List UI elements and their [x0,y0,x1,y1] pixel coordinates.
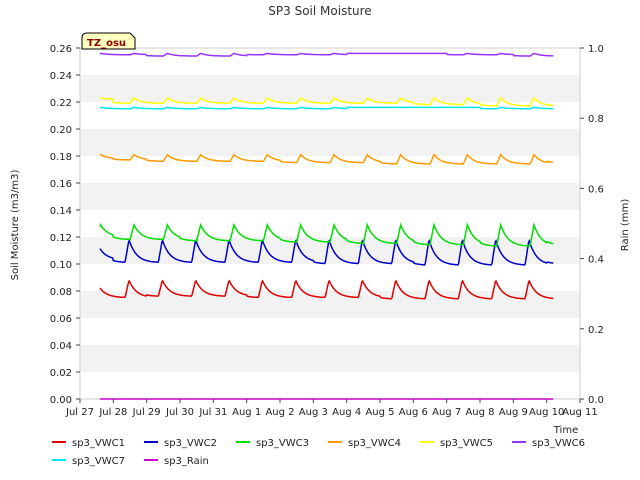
station-tag: TZ_osu [81,32,136,50]
grid-band [80,372,580,399]
grid-band [80,48,580,75]
x-axis: Jul 27 Jul 28 Jul 29 Jul 30 Jul 31 Aug 1 Aug 2… [65,399,598,418]
x-tick-label: Aug 6 [399,407,428,418]
legend-label: sp3_Rain [164,456,209,467]
legend-label: sp3_VWC2 [164,438,217,449]
x-tick-label: Aug 1 [232,407,261,418]
grid-band [80,75,580,102]
x-tick-label: Aug 8 [465,407,494,418]
y-tick-label: 0.00 [50,395,72,406]
x-tick-label: Aug 2 [265,407,294,418]
grid-band [80,345,580,372]
series-line-sp3_VWC1 [99,279,554,300]
grid-band [80,291,580,318]
y-tick-label: 0.06 [50,314,72,325]
x-axis-title: Time [553,425,578,436]
x-tick-label: Jul 31 [198,407,227,418]
y2-tick-label: 0.4 [588,255,604,266]
grid-band [80,210,580,237]
y-tick-label: 0.24 [50,71,72,82]
grid-band [80,156,580,183]
legend: sp3_VWC1 sp3_VWC2 sp3_VWC3 sp3_VWC4 sp3_VWC5… [52,438,585,467]
grid-band [80,102,580,129]
series-line-sp3_VWC2 [99,238,554,266]
x-tick-label: Aug 4 [332,407,361,418]
y-tick-label: 0.18 [50,152,72,163]
series-lines [99,52,554,400]
y2-axis-title: Rain (mm) [620,199,631,252]
legend-label: sp3_VWC1 [72,438,125,449]
left-y-axis: 0.00 0.02 0.04 0.06 0.08 0.10 0.12 0.14 0.16 0.18… [50,44,80,406]
x-tick-label: Jul 27 [65,407,94,418]
y2-tick-label: 1.0 [588,44,604,55]
right-y-axis: 0.0 0.2 0.4 0.6 0.8 1.0 [580,44,604,406]
plot-background-bands [80,48,580,399]
y-tick-label: 0.26 [50,44,72,55]
y-tick-label: 0.08 [50,287,72,298]
grid-band [80,318,580,345]
x-tick-label: Jul 29 [132,407,161,418]
x-tick-label: Aug 11 [562,407,597,418]
y-tick-label: 0.16 [50,179,72,190]
y2-tick-label: 0.0 [588,395,604,406]
series-line-sp3_VWC7 [99,106,554,110]
series-line-sp3_VWC5 [99,96,554,107]
y-tick-label: 0.20 [50,125,72,136]
x-tick-label: Jul 28 [98,407,127,418]
x-tick-label: Jul 30 [165,407,194,418]
y-tick-label: 0.02 [50,368,72,379]
y-axis-title: Soil Moisture (m3/m3) [10,170,21,281]
chart-title: SP3 Soil Moisture [268,4,371,18]
legend-label: sp3_VWC7 [72,456,125,467]
grid-band [80,129,580,156]
grid-band [80,183,580,210]
y-tick-label: 0.10 [50,260,72,271]
x-tick-label: Aug 5 [365,407,394,418]
series-line-sp3_VWC3 [99,221,554,247]
y2-tick-label: 0.6 [588,184,604,195]
x-tick-label: Aug 9 [499,407,528,418]
y-tick-label: 0.22 [50,98,72,109]
station-tag-label: TZ_osu [87,38,126,49]
y2-tick-label: 0.8 [588,114,604,125]
y-tick-label: 0.12 [50,233,72,244]
legend-label: sp3_VWC5 [440,438,493,449]
legend-label: sp3_VWC6 [532,438,585,449]
y-tick-label: 0.14 [50,206,72,217]
x-tick-label: Aug 3 [299,407,328,418]
y-tick-label: 0.04 [50,341,72,352]
x-tick-label: Aug 10 [529,407,564,418]
series-line-sp3_VWC4 [99,153,554,165]
legend-label: sp3_VWC3 [256,438,309,449]
series-line-sp3_VWC6 [99,52,554,57]
legend-label: sp3_VWC4 [348,438,401,449]
x-tick-label: Aug 7 [432,407,461,418]
y2-tick-label: 0.2 [588,325,604,336]
grid-band [80,264,580,291]
